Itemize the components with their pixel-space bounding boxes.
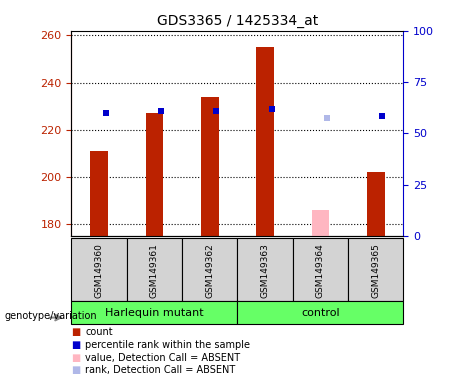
Text: ■: ■: [71, 327, 81, 337]
Text: GSM149364: GSM149364: [316, 243, 325, 298]
Text: GSM149363: GSM149363: [260, 243, 270, 298]
Title: GDS3365 / 1425334_at: GDS3365 / 1425334_at: [157, 14, 318, 28]
Text: value, Detection Call = ABSENT: value, Detection Call = ABSENT: [85, 353, 240, 362]
Bar: [237, 301, 403, 324]
Bar: [71, 301, 237, 324]
Text: percentile rank within the sample: percentile rank within the sample: [85, 340, 250, 350]
Text: control: control: [301, 308, 340, 318]
Text: ■: ■: [71, 353, 81, 362]
Text: genotype/variation: genotype/variation: [5, 311, 97, 321]
Text: GSM149360: GSM149360: [95, 243, 104, 298]
Text: count: count: [85, 327, 113, 337]
Bar: [201, 97, 219, 236]
Bar: [71, 238, 127, 301]
Bar: [182, 238, 237, 301]
Text: GSM149365: GSM149365: [371, 243, 380, 298]
Text: Harlequin mutant: Harlequin mutant: [105, 308, 204, 318]
Bar: [348, 238, 403, 301]
Bar: [293, 238, 348, 301]
Text: GSM149362: GSM149362: [205, 243, 214, 298]
Bar: [312, 210, 329, 236]
Text: GSM149361: GSM149361: [150, 243, 159, 298]
Text: rank, Detection Call = ABSENT: rank, Detection Call = ABSENT: [85, 365, 236, 375]
Text: ■: ■: [71, 365, 81, 375]
Bar: [237, 238, 293, 301]
Bar: [146, 113, 163, 236]
Bar: [256, 47, 274, 236]
Bar: [127, 238, 182, 301]
Bar: [367, 172, 384, 236]
Text: ■: ■: [71, 340, 81, 350]
Bar: [90, 151, 108, 236]
